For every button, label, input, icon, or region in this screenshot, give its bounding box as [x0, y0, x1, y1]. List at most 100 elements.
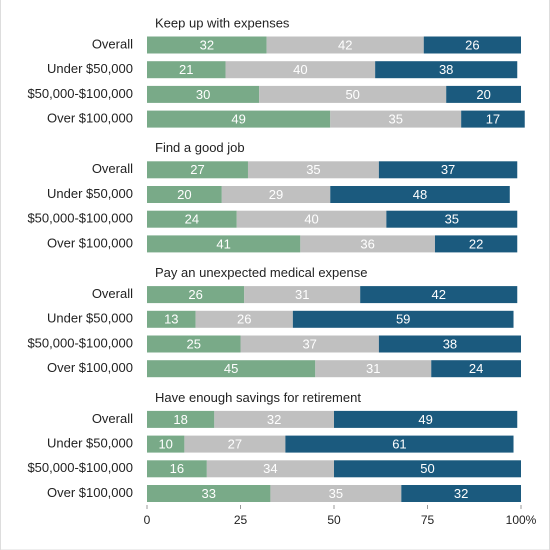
category-label: Under $50,000 [47, 186, 133, 201]
value-label: 50 [420, 461, 434, 476]
category-label: Over $100,000 [47, 360, 133, 375]
value-label: 33 [201, 486, 215, 501]
bar-segment [334, 460, 521, 478]
group-title: Keep up with expenses [155, 15, 290, 30]
bar-segment [147, 435, 185, 453]
x-tick-label: 50 [327, 513, 341, 527]
value-label: 35 [329, 486, 343, 501]
value-label: 36 [360, 236, 374, 251]
value-label: 37 [441, 162, 455, 177]
category-label: Overall [92, 286, 133, 301]
value-label: 35 [445, 212, 459, 227]
value-label: 32 [200, 37, 214, 52]
category-label: Over $100,000 [47, 485, 133, 500]
value-label: 50 [345, 87, 359, 102]
category-label: Over $100,000 [47, 235, 133, 250]
bar-segment [147, 335, 241, 353]
value-label: 24 [469, 361, 483, 376]
bar-segment [423, 36, 521, 54]
bar-segment [184, 435, 286, 453]
category-label: Overall [92, 36, 133, 51]
bar-segment [147, 210, 237, 228]
bar-segment [266, 36, 424, 54]
bar-segment [225, 61, 376, 79]
value-label: 42 [431, 287, 445, 302]
bar-segment [434, 235, 518, 253]
value-label: 49 [231, 112, 245, 127]
bar-segment [147, 235, 301, 253]
value-label: 42 [338, 37, 352, 52]
group-title: Find a good job [155, 140, 245, 155]
value-label: 48 [413, 187, 427, 202]
bar-segment [386, 210, 518, 228]
value-label: 61 [392, 437, 406, 452]
bar-segment [247, 161, 379, 179]
bar-segment [240, 335, 379, 353]
value-label: 35 [388, 112, 402, 127]
bar-segment [221, 186, 331, 203]
bar-segment [147, 310, 196, 328]
value-label: 26 [188, 287, 202, 302]
bar-segment [147, 410, 215, 428]
bar-segment [431, 360, 521, 378]
value-label: 10 [158, 437, 172, 452]
bar-segment [315, 360, 432, 378]
bar-segment [195, 310, 293, 328]
value-label: 20 [177, 187, 191, 202]
bar-segment [244, 286, 361, 304]
category-label: Under $50,000 [47, 311, 133, 326]
bar-segment [378, 161, 518, 179]
bar-segment [147, 110, 331, 128]
category-label: $50,000-$100,000 [27, 460, 133, 475]
bar-segment [147, 485, 271, 502]
bar-segment [206, 460, 334, 478]
value-label: 30 [196, 87, 210, 102]
bar-segment [378, 335, 521, 353]
category-label: Overall [92, 411, 133, 426]
bar-segment [375, 61, 518, 79]
category-label: $50,000-$100,000 [27, 335, 133, 350]
value-label: 24 [185, 212, 199, 227]
value-label: 31 [295, 287, 309, 302]
category-label: Under $50,000 [47, 61, 133, 76]
value-label: 26 [237, 312, 251, 327]
x-tick-label: 100% [506, 513, 537, 527]
category-label: Over $100,000 [47, 111, 133, 126]
value-label: 37 [302, 336, 316, 351]
bar-segment [461, 110, 525, 128]
value-label: 13 [164, 312, 178, 327]
group-title: Pay an unexpected medical expense [155, 265, 367, 280]
x-tick-label: 0 [144, 513, 151, 527]
bar-segment [401, 485, 521, 502]
value-label: 41 [216, 236, 230, 251]
value-label: 20 [476, 87, 490, 102]
category-label: Overall [92, 161, 133, 176]
bar-segment [147, 186, 222, 203]
value-label: 27 [190, 162, 204, 177]
value-label: 35 [306, 162, 320, 177]
value-label: 17 [486, 112, 500, 127]
value-label: 22 [469, 236, 483, 251]
x-tick-label: 25 [234, 513, 248, 527]
bar-segment [292, 310, 514, 328]
value-label: 49 [418, 412, 432, 427]
value-label: 16 [170, 461, 184, 476]
value-label: 25 [187, 336, 201, 351]
value-label: 31 [366, 361, 380, 376]
bar-segment [270, 485, 402, 502]
bar-segment [147, 460, 207, 478]
x-tick-label: 75 [421, 513, 435, 527]
bar-segment [300, 235, 435, 253]
bar-segment [334, 410, 518, 428]
bar-segment [214, 410, 334, 428]
bar-segment [236, 210, 387, 228]
value-label: 18 [173, 412, 187, 427]
value-label: 34 [263, 461, 277, 476]
bar-segment [330, 186, 510, 203]
value-label: 38 [443, 336, 457, 351]
bar-segment [147, 85, 260, 103]
category-label: $50,000-$100,000 [27, 86, 133, 101]
bar-segment [446, 85, 521, 103]
